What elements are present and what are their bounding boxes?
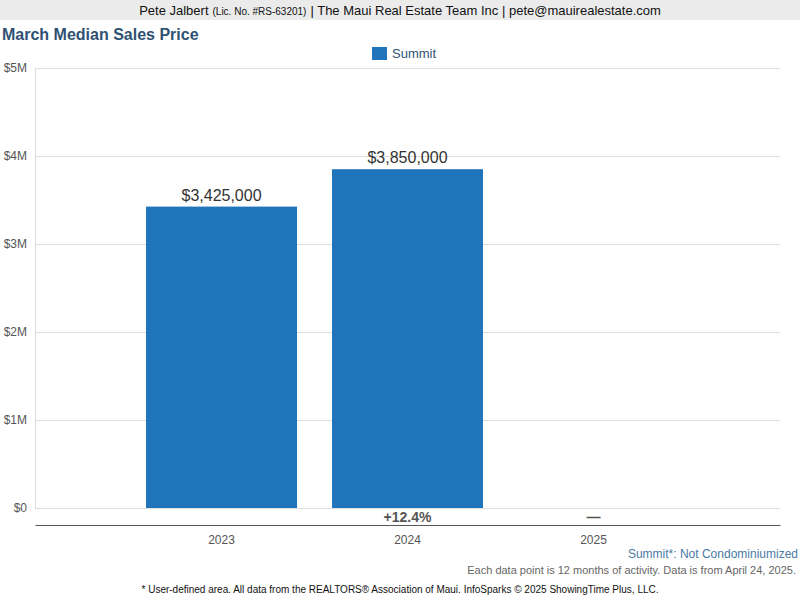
data-label: $3,850,000 [367,149,447,166]
y-tick-label: $2M [4,325,27,339]
x-tick-label: 2023 [208,533,235,547]
bar [332,169,483,508]
bar [146,207,297,508]
y-tick-label: $4M [4,149,27,163]
x-axis-line [36,525,781,526]
y-tick-label: $1M [4,413,27,427]
data-label: $3,425,000 [181,187,261,204]
footnote: Summit*: Not Condominiumized [628,547,798,561]
y-tick-label: $0 [14,501,28,515]
header: Pete Jalbert (Lic. No. #RS-63201)| The Ma… [139,3,661,18]
x-tick: 2023 [208,525,235,547]
company: | The Maui Real Estate Team Inc | pete@m… [310,3,660,18]
legend-swatch [372,47,387,60]
y-tick-label: $5M [4,61,27,75]
x-tick-label: 2025 [580,533,607,547]
agent: Pete Jalbert [139,3,209,18]
chart: Pete Jalbert (Lic. No. #RS-63201)| The Ma… [0,0,800,600]
annotation: — [586,509,600,525]
y-axis-line [35,69,36,509]
bars [146,169,483,508]
x-axis: 2023 2024 2025 [36,525,781,547]
legend: Summit [372,46,436,61]
footnote: * User-defined area. All data from the R… [141,584,658,595]
title: March Median Sales Price [2,26,199,43]
y-tick: $5M [4,61,780,75]
annotation: +12.4% [384,509,432,525]
y-tick-label: $3M [4,237,27,251]
x-tick-label: 2024 [394,533,421,547]
legend-label: Summit [392,46,436,61]
footnote: Each data point is 12 months of activity… [467,564,796,576]
y-axis: $0 $1M $2M $3M $4M $5M [4,61,780,515]
grid-line [35,68,780,69]
header-bar [0,0,800,20]
x-tick: 2025 [580,525,607,547]
x-tick: 2024 [394,525,421,547]
license: (Lic. No. #RS-63201) [213,6,307,17]
